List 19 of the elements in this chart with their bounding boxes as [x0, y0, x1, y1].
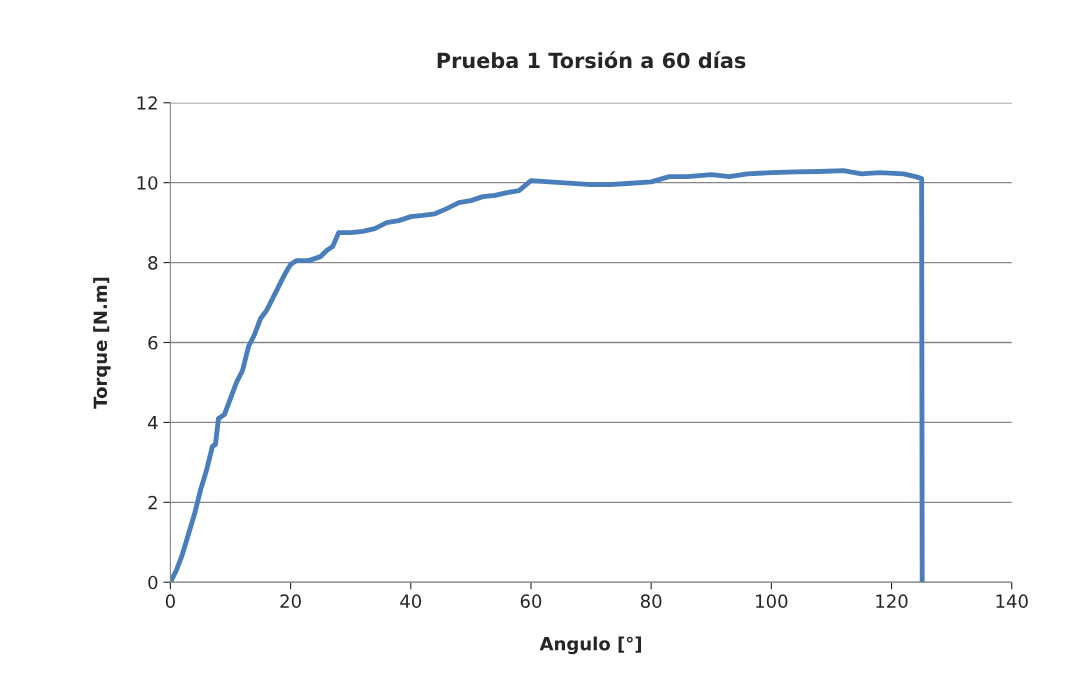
y-tick-label: 0	[148, 575, 158, 590]
y-tick-label: 10	[137, 176, 158, 190]
x-tick-label: 20	[280, 594, 301, 609]
y-tick-label: 12	[137, 96, 157, 110]
x-tick-label: 40	[400, 594, 422, 609]
x-tick-label: 0	[165, 594, 175, 609]
x-axis-title: Angulo [°]	[539, 636, 642, 655]
chart-title: Prueba 1 Torsión a 60 días	[437, 51, 746, 69]
y-tick-label: 4	[147, 416, 158, 430]
x-tick-label: 60	[520, 594, 542, 609]
y-axis-title: Torque [N.m]	[93, 277, 111, 409]
x-tick-label: 140	[996, 594, 1028, 609]
y-tick-label: 8	[148, 256, 158, 270]
x-tick-label: 120	[876, 594, 908, 609]
x-tick-label: 80	[640, 594, 662, 609]
x-tick-label: 100	[756, 594, 788, 609]
y-tick-label: 2	[148, 495, 157, 510]
y-tick-label: 6	[148, 335, 158, 350]
line-series	[170, 168, 925, 583]
